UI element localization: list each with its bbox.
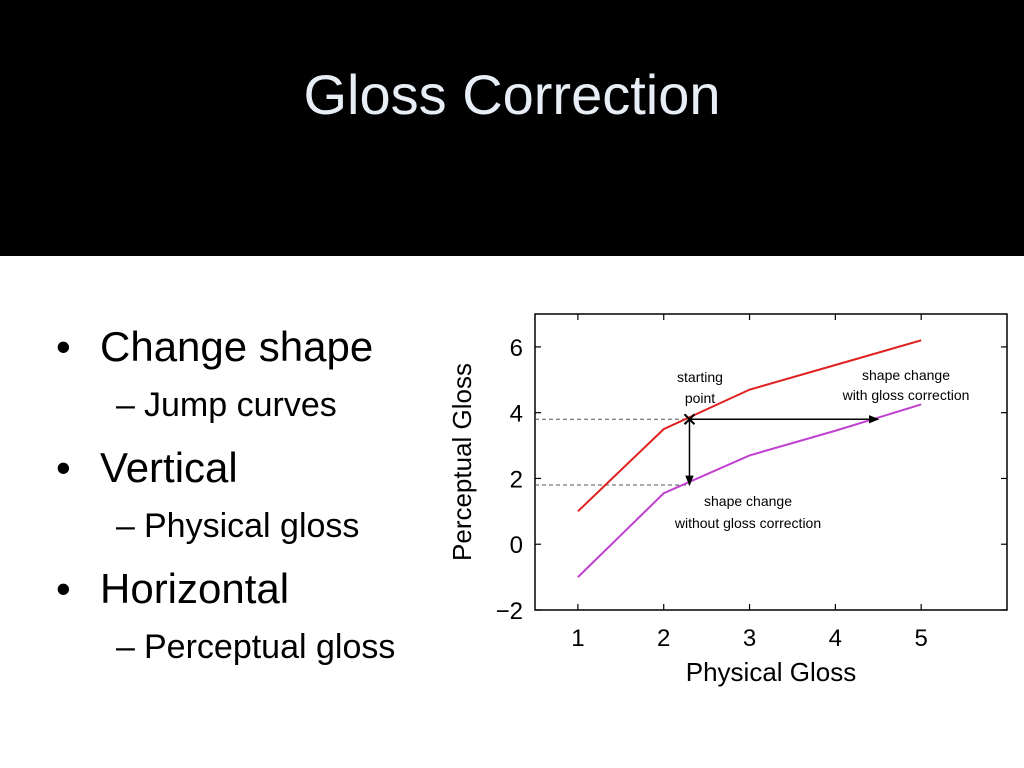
y-tick-label: 0 bbox=[510, 532, 523, 559]
x-axis-label: Physical Gloss bbox=[686, 657, 857, 687]
y-tick-label: 2 bbox=[510, 466, 523, 493]
sub-bullet-dash-icon: – bbox=[116, 386, 135, 424]
sub-bullet-item: – Physical gloss bbox=[56, 497, 456, 560]
bullet-text: Change shape bbox=[100, 323, 374, 370]
annotation-without-correction-line2: without gloss correction bbox=[674, 515, 821, 531]
sub-bullet-text: Perceptual gloss bbox=[144, 628, 396, 666]
bullet-dot-icon: • bbox=[56, 444, 71, 491]
bullet-list: • Change shape – Jump curves • Vertical – Ph… bbox=[56, 318, 456, 681]
series-line bbox=[577, 339, 922, 513]
sub-bullet-dash-icon: – bbox=[116, 628, 135, 666]
bullet-dot-icon: • bbox=[56, 323, 71, 370]
sub-bullet-text: Jump curves bbox=[144, 386, 337, 424]
slide-title: Gloss Correction bbox=[303, 63, 721, 126]
y-axis-label: Perceptual Gloss bbox=[447, 363, 477, 561]
x-tick-label: 1 bbox=[571, 625, 584, 652]
sub-bullet-dash-icon: – bbox=[116, 507, 135, 545]
x-tick-label: 4 bbox=[829, 625, 842, 652]
starting-point-cross-stroke bbox=[683, 413, 696, 425]
bullet-item: • Vertical bbox=[56, 439, 456, 497]
y-tick-label: 6 bbox=[510, 335, 523, 362]
plot-area-frame bbox=[534, 313, 1008, 611]
series-line bbox=[577, 403, 922, 578]
bullet-text: Horizontal bbox=[100, 565, 290, 612]
bullet-text: Vertical bbox=[100, 444, 238, 491]
bullet-item: • Horizontal bbox=[56, 560, 456, 618]
bullet-dot-icon: • bbox=[56, 565, 71, 612]
annotation-starting-point-line1: starting bbox=[677, 369, 723, 385]
x-tick-label: 5 bbox=[915, 625, 928, 652]
title-bar: Gloss Correction bbox=[0, 0, 1024, 256]
annotation-with-correction-line2: with gloss correction bbox=[842, 387, 970, 403]
annotation-starting-point-line2: point bbox=[685, 390, 715, 406]
x-tick-label: 3 bbox=[743, 625, 756, 652]
x-tick-label: 2 bbox=[657, 625, 670, 652]
y-tick-label: 4 bbox=[510, 401, 523, 428]
gloss-chart: Perceptual Gloss Physical Gloss 1 2 3 4 5 −2 0… bbox=[447, 313, 1008, 687]
annotation-without-correction-line1: shape change bbox=[704, 493, 792, 509]
y-tick-label: −2 bbox=[496, 598, 523, 625]
sub-bullet-item: – Perceptual gloss bbox=[56, 618, 456, 681]
bullet-item: • Change shape bbox=[56, 318, 456, 376]
sub-bullet-text: Physical gloss bbox=[144, 507, 360, 545]
sub-bullet-item: – Jump curves bbox=[56, 376, 456, 439]
annotation-with-correction-line1: shape change bbox=[862, 367, 950, 383]
starting-point-marker bbox=[683, 413, 696, 425]
